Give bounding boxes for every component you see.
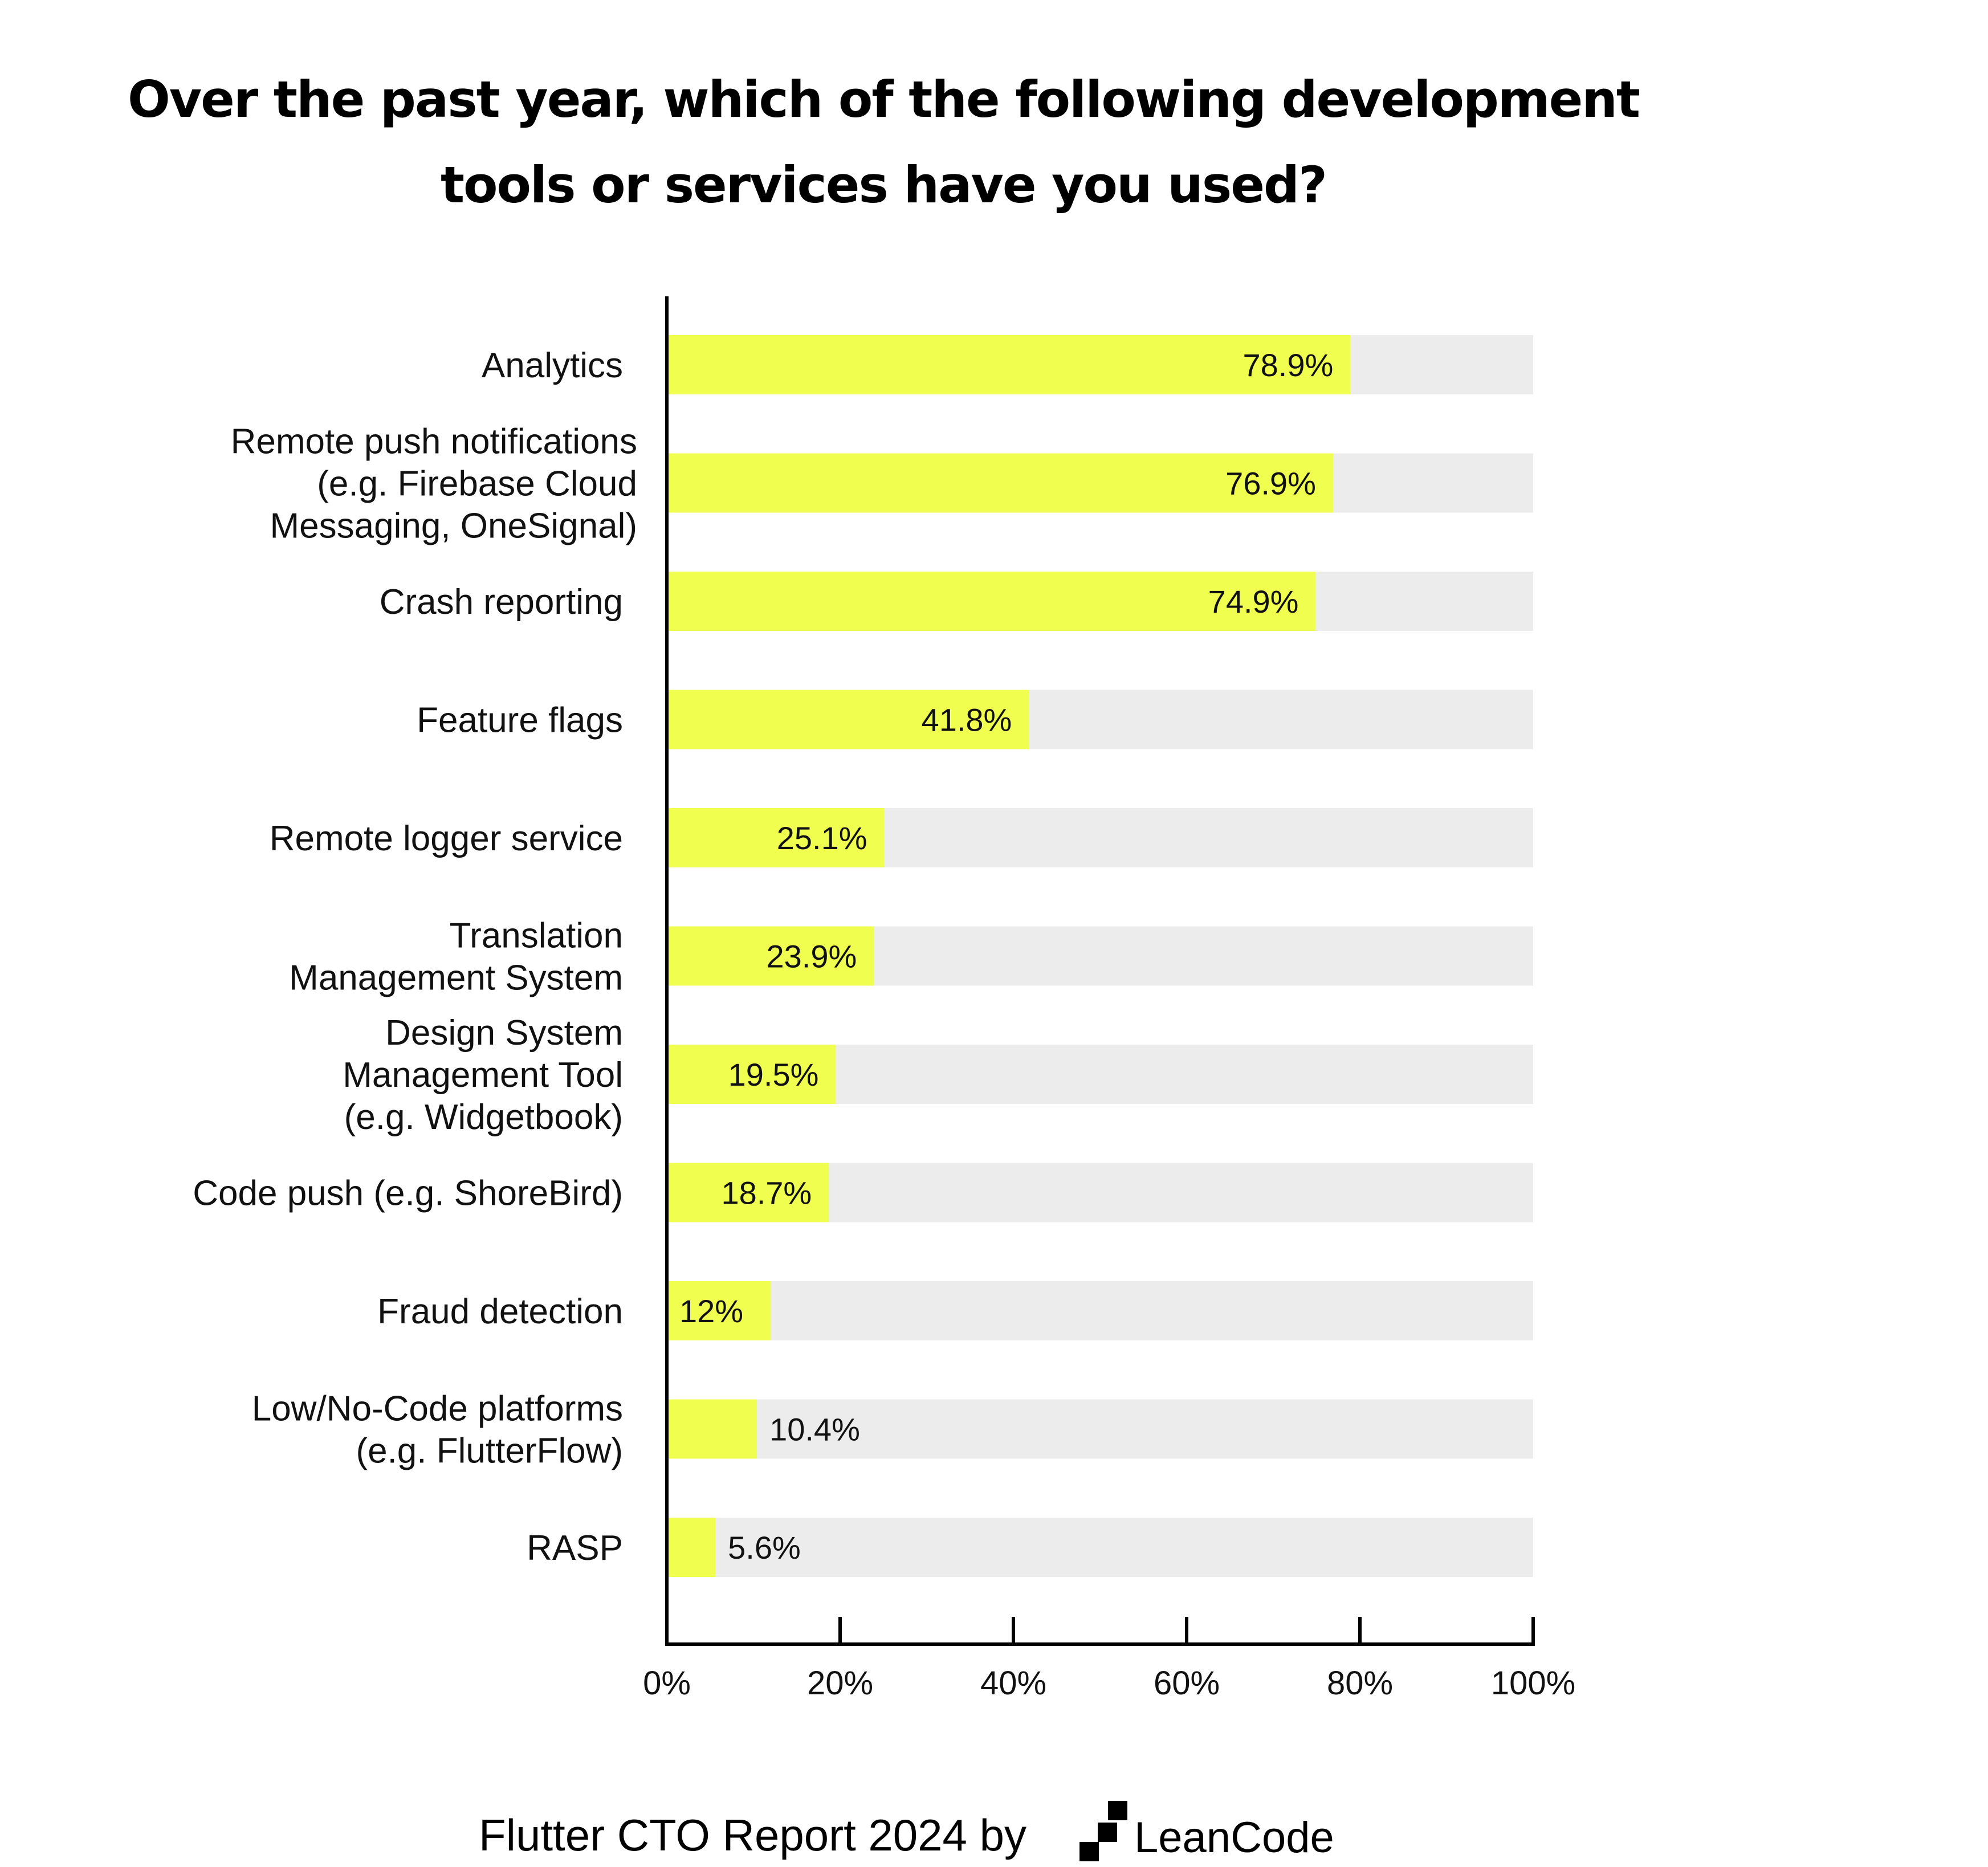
- x-tick-label: 60%: [1154, 1665, 1220, 1702]
- bar-track: [667, 1399, 1533, 1459]
- category-labels: Analytics Remote push notifications (e.g. …: [193, 346, 637, 1568]
- value-label: 5.6%: [728, 1530, 801, 1566]
- value-label: 78.9%: [1242, 347, 1333, 383]
- bar: [667, 1518, 716, 1577]
- bar-track: [667, 1281, 1533, 1340]
- value-labels: 78.9% 76.9% 74.9% 41.8% 25.1% 23.9% 19.5% 18.7%…: [679, 347, 1333, 1566]
- bar: [667, 1281, 771, 1340]
- bar: [667, 453, 1333, 513]
- bars: [667, 335, 1351, 1577]
- x-tick-label: 0%: [643, 1665, 691, 1702]
- category-label: Code push (e.g. ShoreBird): [193, 1174, 623, 1213]
- value-label: 25.1%: [777, 820, 867, 856]
- chart-title: Over the past year, which of the followi…: [127, 70, 1640, 214]
- value-label: 76.9%: [1225, 466, 1316, 502]
- value-label: 23.9%: [766, 939, 857, 975]
- category-label: RASP: [527, 1528, 623, 1568]
- leancode-logo-icon: [1079, 1801, 1127, 1861]
- bar: [667, 572, 1316, 631]
- footer: Flutter CTO Report 2024 by LeanCode: [0, 1795, 1988, 1864]
- value-label: 19.5%: [728, 1057, 819, 1093]
- x-tick-label: 20%: [807, 1665, 873, 1702]
- category-label: Translation Management System: [289, 916, 623, 998]
- bar: [667, 1045, 836, 1104]
- value-label: 41.8%: [922, 702, 1012, 738]
- value-label: 10.4%: [769, 1412, 860, 1448]
- bar: [667, 926, 874, 986]
- footer-text: Flutter CTO Report 2024 by: [479, 1810, 1026, 1860]
- bar-track: [667, 1518, 1533, 1577]
- x-tick-label: 40%: [980, 1665, 1046, 1702]
- bar: [667, 808, 885, 867]
- bar-chart: 78.9% 76.9% 74.9% 41.8% 25.1% 23.9% 19.5% 18.7%…: [193, 296, 1575, 1702]
- category-label: Crash reporting: [380, 582, 623, 622]
- category-label: Analytics: [482, 346, 623, 385]
- value-label: 18.7%: [721, 1175, 812, 1211]
- value-label: 12%: [679, 1293, 743, 1329]
- bar: [667, 1399, 757, 1459]
- bar: [667, 335, 1351, 394]
- category-label: Feature flags: [417, 701, 623, 740]
- category-label: Fraud detection: [377, 1292, 623, 1331]
- x-tick-label: 80%: [1327, 1665, 1393, 1702]
- bar: [667, 1163, 829, 1222]
- logo-text: LeanCode: [1134, 1813, 1334, 1862]
- value-label: 74.9%: [1208, 584, 1299, 619]
- bar: [667, 690, 1029, 749]
- category-label: Remote logger service: [270, 819, 623, 858]
- x-tick-label: 100%: [1491, 1665, 1575, 1702]
- category-label: Remote push notifications (e.g. Firebase …: [231, 422, 637, 546]
- category-label: Low/No-Code platforms (e.g. FlutterFlow): [252, 1389, 623, 1471]
- axes: 0% 20% 40% 60% 80% 100%: [643, 296, 1575, 1702]
- category-label: Design System Management Tool (e.g. Widget…: [343, 1013, 623, 1137]
